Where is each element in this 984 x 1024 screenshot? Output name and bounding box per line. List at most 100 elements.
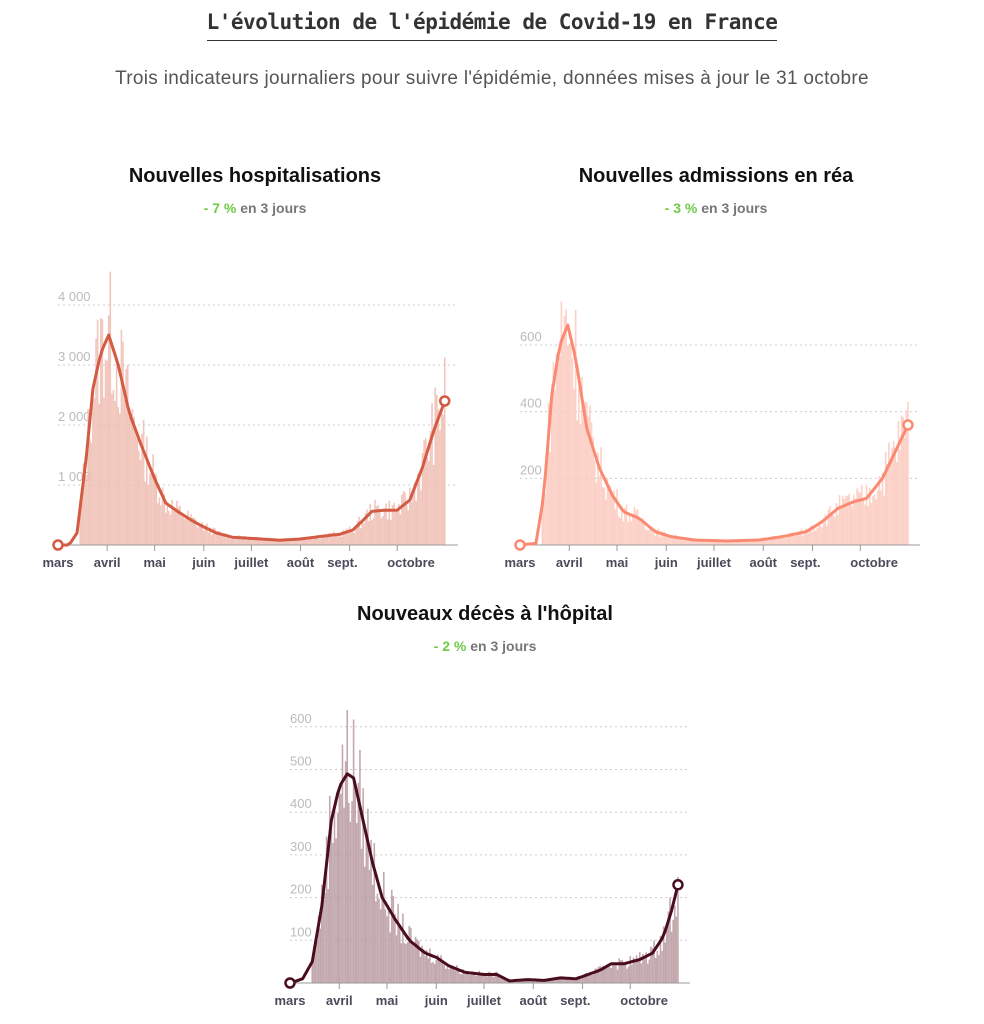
bar [405,943,407,983]
bar [848,493,850,545]
x-tick-label: juillet [233,555,269,570]
bar [695,538,698,545]
bar [562,977,565,983]
bar [85,474,88,545]
bar [568,343,571,545]
bar [385,503,387,545]
bar [854,498,857,545]
bar [656,950,659,983]
bar [195,519,197,545]
bar [886,463,889,545]
bar [666,925,668,983]
bar [188,518,191,545]
bar [655,530,658,545]
bar [705,541,707,545]
bar [484,974,487,983]
bar [532,980,535,983]
bar [565,309,567,545]
bar [190,514,192,545]
bar [643,959,646,983]
bar [145,436,148,545]
bar [174,507,177,545]
bar [603,487,606,545]
bar [340,793,342,983]
bar [367,521,370,545]
bar [138,450,140,545]
bar [642,953,644,983]
bar [359,528,362,545]
bar [730,541,733,545]
bar [567,979,570,983]
bar [317,915,320,983]
bar [199,524,202,545]
bar [606,478,609,545]
bar [355,526,357,545]
bar [678,538,680,545]
bar [206,523,208,545]
bar [554,390,556,545]
bar [376,893,379,983]
bar [452,968,455,983]
bar [687,537,690,545]
bar [272,540,275,545]
bar [397,903,399,983]
bar [768,537,771,545]
bar [558,356,561,545]
bar [250,537,253,545]
bar [822,522,825,545]
bar [328,795,331,983]
bar [598,475,601,545]
x-tick-label: mars [42,555,73,570]
bar [623,964,625,983]
bar [373,842,376,983]
bar [668,537,671,545]
bar [223,533,226,545]
bar [306,540,308,545]
bar [552,362,555,545]
change-suffix: en 3 jours [701,200,768,216]
bar [269,538,272,545]
bar [732,540,734,545]
bar [168,511,170,545]
bar [601,487,604,545]
bar [321,535,324,545]
bar [443,964,446,983]
bar [346,710,349,983]
bar [546,980,549,983]
bar [654,535,656,545]
bar [388,500,391,545]
bar [776,537,779,545]
bar [336,533,338,545]
bar [741,541,744,545]
start-point [284,977,296,989]
change-percent: - 7 % [203,200,237,216]
bar [429,430,432,545]
bar [93,398,96,545]
bar [253,537,256,545]
bar [640,963,643,983]
bar [544,493,547,545]
bar [575,977,577,983]
bar [630,521,633,545]
bar [400,943,403,983]
bar [589,972,592,983]
bar [424,438,427,545]
bar [503,978,506,983]
bar [672,919,674,983]
bar [198,524,200,545]
bar [84,464,86,545]
bar [679,539,682,545]
bar [628,513,631,545]
bar [676,538,679,545]
bar [584,401,586,545]
bar [505,980,508,983]
bar [416,473,419,545]
bar [247,537,249,545]
bar [408,926,411,983]
bar [233,537,235,545]
bar [624,508,626,545]
bar [90,442,93,545]
bar [652,532,655,545]
bar [483,972,485,983]
